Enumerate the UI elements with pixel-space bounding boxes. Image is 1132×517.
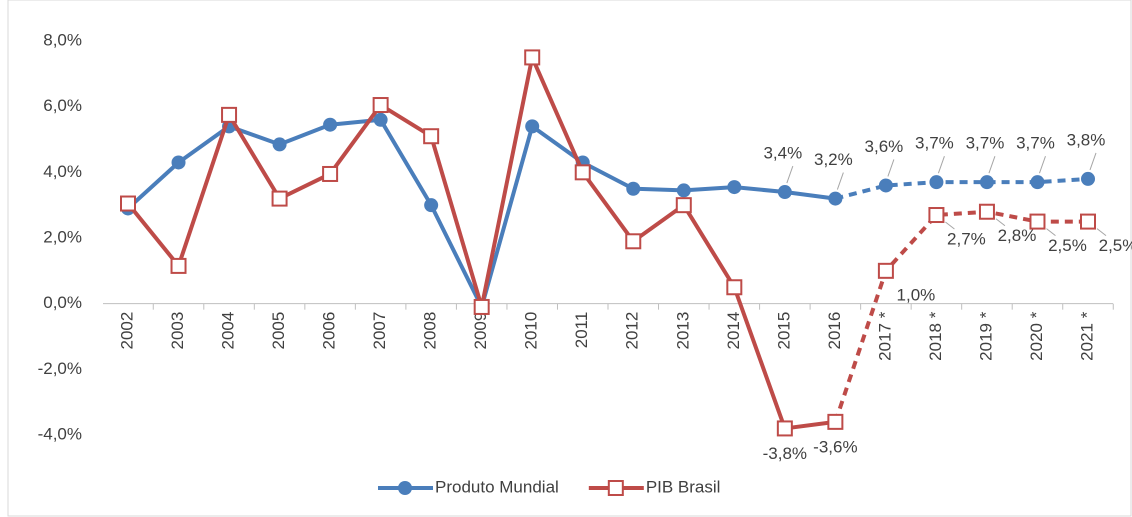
data-label: -3,6% xyxy=(813,437,857,456)
point xyxy=(473,298,490,315)
leader-line xyxy=(887,159,895,177)
y-tick-label: 8,0% xyxy=(43,30,82,49)
x-tick-label: 2015 xyxy=(774,312,793,350)
y-tick-label: 0,0% xyxy=(43,293,82,312)
point xyxy=(524,49,541,66)
legend-marker xyxy=(398,481,412,495)
point xyxy=(1081,171,1095,186)
point xyxy=(877,262,894,279)
point xyxy=(1080,213,1096,230)
leader-line xyxy=(1089,152,1097,171)
x-tick-label: 2017 * xyxy=(875,311,894,361)
point xyxy=(625,233,642,250)
series-line xyxy=(834,176,1089,201)
y-tick-label: 2,0% xyxy=(43,227,82,246)
data-label: 3,2% xyxy=(814,150,853,169)
point xyxy=(525,119,540,134)
x-tick-label: 2009 xyxy=(471,312,490,350)
leader-line xyxy=(988,156,996,174)
point xyxy=(828,191,843,206)
point xyxy=(271,190,288,207)
point xyxy=(928,207,945,224)
x-tick-label: 2012 xyxy=(623,312,642,350)
x-tick-label: 2006 xyxy=(320,312,339,350)
point xyxy=(878,178,893,193)
point xyxy=(827,413,844,430)
x-tick-label: 2011 xyxy=(572,312,591,349)
x-tick-label: 2010 xyxy=(522,312,541,350)
data-label: 2,5% xyxy=(1048,236,1087,255)
point xyxy=(1030,175,1045,190)
legend-label: Produto Mundial xyxy=(435,477,559,496)
point xyxy=(777,185,792,200)
point xyxy=(424,198,439,213)
point xyxy=(1029,213,1046,230)
legend-marker xyxy=(607,480,624,496)
point xyxy=(929,175,944,190)
data-label: 2,8% xyxy=(998,226,1037,245)
y-tick-label: -4,0% xyxy=(38,424,82,443)
leader-line xyxy=(1039,156,1046,174)
x-tick-label: 2008 xyxy=(421,312,440,350)
leader-line xyxy=(995,218,1006,227)
point xyxy=(727,180,742,195)
leader-line xyxy=(1096,228,1107,236)
point xyxy=(170,257,187,274)
point xyxy=(574,164,591,181)
point xyxy=(323,117,338,132)
point xyxy=(171,155,186,170)
leader-line xyxy=(937,156,945,174)
y-tick-label: 4,0% xyxy=(43,162,82,181)
y-tick-label: 6,0% xyxy=(43,96,82,115)
leader-line xyxy=(1046,228,1056,236)
x-tick-label: 2018 * xyxy=(926,311,945,361)
data-label: 2,7% xyxy=(947,230,986,249)
data-label: 3,8% xyxy=(1067,130,1106,149)
point xyxy=(675,197,692,214)
point xyxy=(626,181,641,196)
leader-line xyxy=(836,172,844,190)
leader-line xyxy=(786,165,794,184)
data-label: 3,7% xyxy=(1016,134,1055,153)
x-tick-label: 2004 xyxy=(219,312,238,350)
data-label: -3,8% xyxy=(763,444,807,463)
x-tick-label: 2005 xyxy=(269,312,288,350)
point xyxy=(978,203,995,220)
point xyxy=(272,137,287,152)
x-tick-label: 2019 * xyxy=(976,311,995,361)
data-label: 3,6% xyxy=(865,137,904,156)
data-label: 3,7% xyxy=(966,134,1005,153)
point xyxy=(726,279,743,296)
point xyxy=(322,165,339,182)
data-label: 3,4% xyxy=(763,144,802,163)
x-tick-label: 2007 xyxy=(370,312,389,350)
x-tick-label: 2021 * xyxy=(1077,311,1096,361)
leader-line xyxy=(945,221,955,230)
x-tick-label: 2013 xyxy=(673,312,692,350)
data-label: 3,7% xyxy=(915,134,954,153)
point xyxy=(423,128,440,145)
x-tick-label: 2014 xyxy=(724,312,743,350)
point xyxy=(120,195,136,212)
x-tick-label: 2002 xyxy=(117,312,136,350)
series-line xyxy=(833,209,1088,423)
point xyxy=(776,420,793,437)
point xyxy=(979,175,994,190)
point xyxy=(221,106,238,123)
point xyxy=(372,97,389,114)
point xyxy=(373,112,388,127)
x-tick-label: 2003 xyxy=(168,312,187,350)
data-label: 1,0% xyxy=(897,285,936,304)
point xyxy=(676,183,691,198)
x-tick-label: 2016 xyxy=(825,312,844,350)
x-tick-label: 2020 * xyxy=(1027,311,1046,361)
data-label: 2,5% xyxy=(1099,236,1132,255)
legend-label: PIB Brasil xyxy=(646,477,721,496)
y-tick-label: -2,0% xyxy=(38,359,82,378)
chart-frame xyxy=(7,0,1132,517)
